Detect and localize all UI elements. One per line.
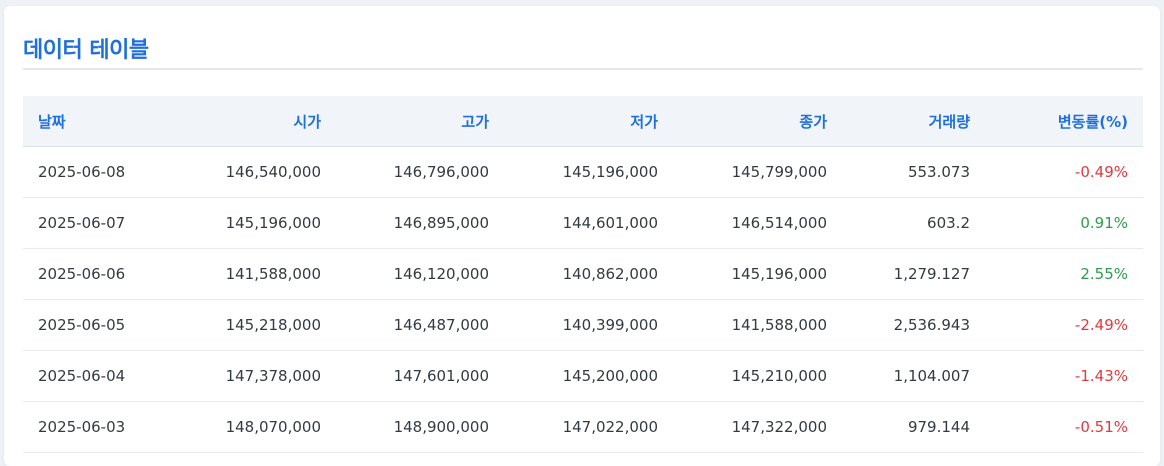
title-divider [23,68,1143,70]
cell-close: 145,196,000 [673,248,842,300]
cell-volume: 1,279.127 [842,248,985,300]
cell-date: 2025-06-05 [23,299,168,351]
cell-high: 146,796,000 [336,146,504,198]
cell-low: 145,200,000 [504,350,673,402]
cell-low: 140,862,000 [504,248,673,300]
cell-high: 147,601,000 [336,350,504,402]
cell-high: 148,900,000 [336,401,504,453]
table-row: 2025-06-06 141,588,000 146,120,000 140,8… [23,248,1143,300]
cell-date: 2025-06-03 [23,401,168,453]
cell-date: 2025-06-07 [23,197,168,249]
cell-open: 147,378,000 [168,350,336,402]
cell-volume: 603.2 [842,197,985,249]
table-row: 2025-06-04 147,378,000 147,601,000 145,2… [23,350,1143,402]
data-table: 날짜 시가 고가 저가 종가 거래량 변동률(%) 2025-06-08 146… [23,96,1143,453]
cell-high: 146,487,000 [336,299,504,351]
cell-change: 2.55% [985,248,1143,300]
cell-close: 145,210,000 [673,350,842,402]
cell-change: 0.91% [985,197,1143,249]
column-header-change[interactable]: 변동률(%) [985,96,1143,147]
column-header-open[interactable]: 시가 [168,96,336,147]
table-row: 2025-06-03 148,070,000 148,900,000 147,0… [23,401,1143,453]
cell-low: 147,022,000 [504,401,673,453]
cell-change: -2.49% [985,299,1143,351]
table-row: 2025-06-08 146,540,000 146,796,000 145,1… [23,146,1143,198]
cell-open: 146,540,000 [168,146,336,198]
column-header-high[interactable]: 고가 [336,96,504,147]
table-row: 2025-06-07 145,196,000 146,895,000 144,6… [23,197,1143,249]
cell-date: 2025-06-08 [23,146,168,198]
cell-close: 147,322,000 [673,401,842,453]
column-header-close[interactable]: 종가 [673,96,842,147]
cell-open: 145,196,000 [168,197,336,249]
page-title: 데이터 테이블 [23,38,149,63]
cell-date: 2025-06-04 [23,350,168,402]
cell-high: 146,895,000 [336,197,504,249]
column-header-low[interactable]: 저가 [504,96,673,147]
column-header-volume[interactable]: 거래량 [842,96,985,147]
cell-low: 140,399,000 [504,299,673,351]
cell-date: 2025-06-06 [23,248,168,300]
column-header-date[interactable]: 날짜 [23,96,168,147]
table-header-row: 날짜 시가 고가 저가 종가 거래량 변동률(%) [23,96,1143,147]
cell-low: 145,196,000 [504,146,673,198]
cell-open: 145,218,000 [168,299,336,351]
cell-volume: 1,104.007 [842,350,985,402]
cell-high: 146,120,000 [336,248,504,300]
cell-change: -0.49% [985,146,1143,198]
cell-close: 145,799,000 [673,146,842,198]
cell-change: -1.43% [985,350,1143,402]
cell-low: 144,601,000 [504,197,673,249]
cell-close: 141,588,000 [673,299,842,351]
data-table-card: 데이터 테이블 날짜 시가 고가 저가 종가 거래량 변동률(%) [4,6,1160,466]
cell-volume: 2,536.943 [842,299,985,351]
cell-volume: 553.073 [842,146,985,198]
cell-open: 141,588,000 [168,248,336,300]
table-row: 2025-06-05 145,218,000 146,487,000 140,3… [23,299,1143,351]
cell-volume: 979.144 [842,401,985,453]
cell-change: -0.51% [985,401,1143,453]
cell-close: 146,514,000 [673,197,842,249]
cell-open: 148,070,000 [168,401,336,453]
